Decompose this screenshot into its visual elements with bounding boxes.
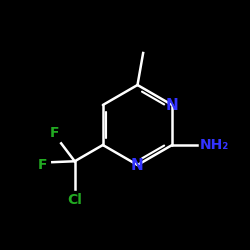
Text: N: N — [166, 98, 178, 112]
Text: N: N — [131, 158, 144, 172]
Text: Cl: Cl — [67, 192, 82, 206]
Text: F: F — [38, 158, 47, 172]
Text: F: F — [50, 126, 60, 140]
Text: NH₂: NH₂ — [200, 138, 229, 152]
